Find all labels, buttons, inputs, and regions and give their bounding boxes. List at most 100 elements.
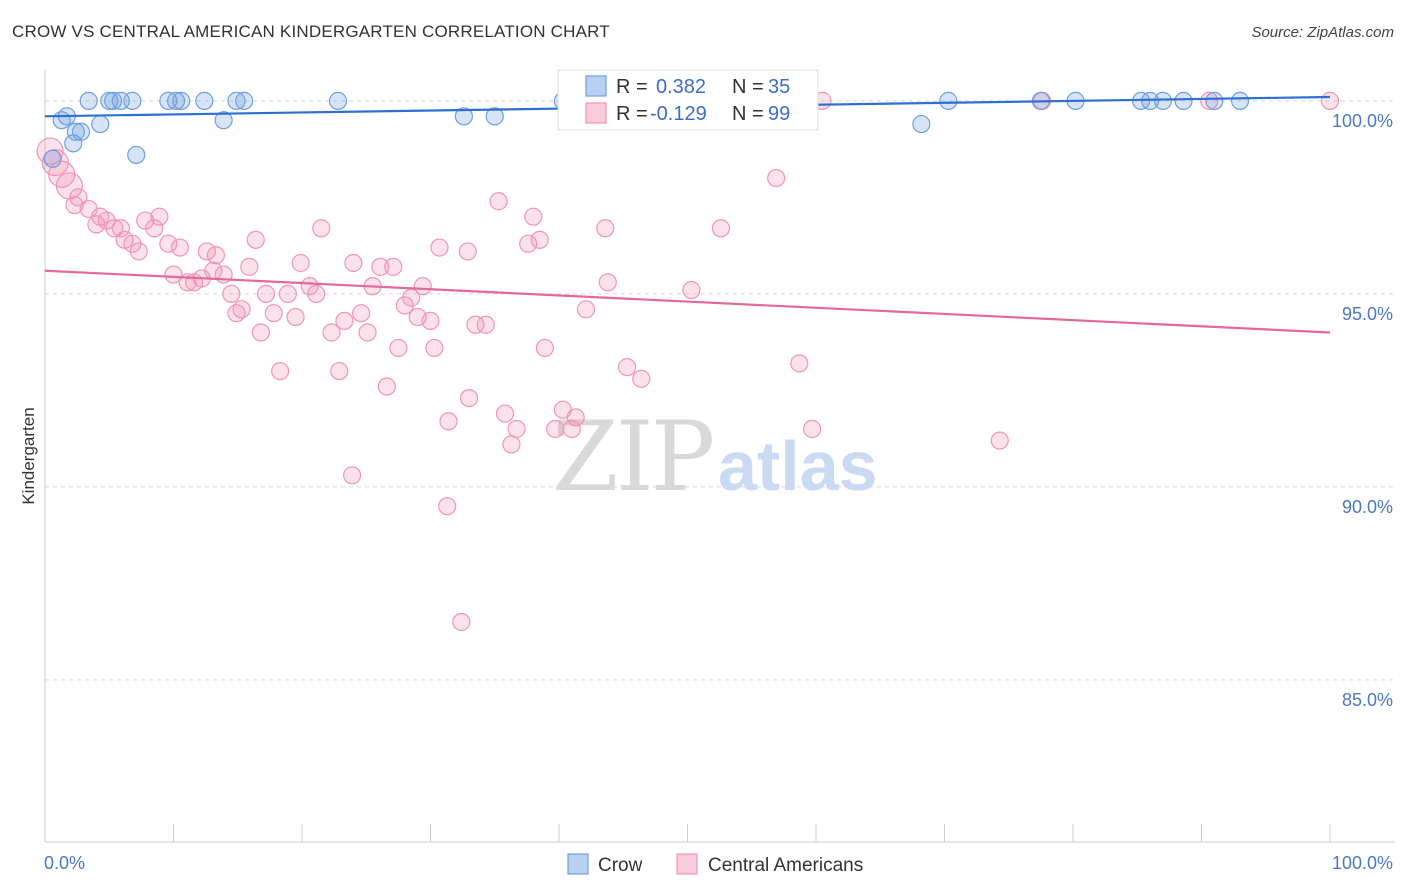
central-american-point (1320, 91, 1340, 110)
central-american-point (524, 207, 543, 226)
central-american-point (358, 323, 377, 342)
central-american-point (632, 369, 651, 388)
legend-r-value: 0.382 (656, 76, 706, 98)
crow-point (123, 91, 142, 110)
points-layer (36, 91, 1340, 632)
central-american-point (790, 354, 809, 373)
central-american-point (286, 307, 305, 327)
crow-point (485, 107, 504, 126)
central-american-point (97, 211, 116, 230)
central-american-point (596, 219, 615, 238)
central-american-point (344, 253, 363, 273)
legend-n-value: 35 (768, 76, 790, 98)
crow-point (71, 122, 91, 141)
central-american-point (111, 219, 130, 238)
central-american-point (206, 246, 226, 265)
y-tick-label: 90.0% (1342, 497, 1393, 517)
central-american-point (618, 358, 637, 377)
central-american-point (439, 412, 458, 431)
crow-point (1205, 91, 1224, 110)
watermark-zip: ZIP (552, 401, 713, 513)
crow-point (195, 91, 214, 110)
chart-title: CROW VS CENTRAL AMERICAN KINDERGARTEN CO… (12, 22, 610, 41)
central-american-point (489, 192, 508, 211)
crow-point (79, 91, 98, 110)
central-american-point (197, 242, 217, 261)
crow-point (104, 91, 123, 110)
crow-point (166, 91, 186, 110)
central-american-point (767, 168, 786, 188)
central-american-point (65, 196, 84, 215)
central-american-point (438, 497, 457, 516)
central-american-point (256, 284, 276, 303)
central-american-point (159, 234, 178, 253)
central-american-point (246, 230, 265, 249)
central-american-point (425, 338, 444, 358)
bottom-legend: Crow Central Americans (567, 853, 863, 876)
central-american-point (566, 408, 585, 427)
central-american-point (430, 238, 449, 257)
legend-r-label: R = (616, 76, 648, 98)
legend-swatch-crow (585, 75, 607, 97)
crow-point (328, 91, 348, 110)
central-american-point (271, 361, 290, 381)
central-american-point (502, 435, 521, 454)
crow-point (172, 91, 191, 110)
y-axis-title: Kindergarten (19, 407, 38, 504)
central-american-point (170, 238, 190, 257)
central-american-point (145, 219, 164, 238)
central-american-point (150, 207, 169, 226)
bottom-legend-swatch-crow (567, 853, 589, 875)
crow-point (127, 145, 146, 165)
top-legend: R = 0.382 N = 35 R = -0.129 N = 99 (557, 69, 819, 131)
central-americans-trend-line (44, 269, 1331, 334)
central-american-point (251, 323, 270, 342)
central-american-point (371, 257, 390, 276)
central-american-point (240, 257, 259, 276)
central-american-point (495, 404, 515, 423)
x-tick-label-min: 0.0% (44, 853, 85, 873)
legend-n-label: N = (732, 76, 764, 98)
central-american-point (990, 431, 1009, 450)
central-american-point (312, 219, 331, 238)
central-american-point (1200, 91, 1219, 110)
central-american-point (562, 419, 581, 439)
y-tick-label: 85.0% (1342, 690, 1393, 710)
central-american-point (389, 338, 408, 358)
central-american-point (291, 253, 310, 273)
central-american-point (413, 277, 432, 296)
crow-point (91, 114, 110, 134)
central-american-point (598, 273, 617, 292)
central-american-point (421, 311, 440, 330)
bottom-legend-label-crow: Crow (598, 855, 643, 876)
central-american-point (466, 315, 485, 334)
central-american-point (458, 242, 477, 261)
central-american-point (682, 280, 701, 300)
central-american-point (711, 219, 731, 238)
central-american-point (803, 419, 822, 439)
bottom-legend-label-central-americans: Central Americans (708, 855, 863, 876)
central-american-point (164, 265, 183, 284)
crow-point (1230, 91, 1250, 110)
central-american-point (264, 304, 283, 323)
central-american-point (452, 612, 471, 632)
crow-point (1153, 91, 1173, 110)
crow-point (43, 149, 62, 168)
central-american-point (343, 466, 362, 485)
central-american-point (222, 284, 241, 303)
axes-layer: 100.0% 95.0% 90.0% 85.0% 0.0% 100.0% (44, 70, 1395, 873)
legend-n-label: N = (732, 103, 764, 125)
central-american-point (335, 311, 354, 330)
y-tick-label: 95.0% (1342, 304, 1393, 324)
legend-r-label: R = (616, 103, 648, 125)
watermark: ZIP atlas (552, 401, 878, 513)
central-american-point (352, 304, 371, 323)
crow-point (214, 111, 233, 130)
bottom-legend-swatch-central-americans (676, 853, 698, 875)
crow-point (912, 114, 931, 134)
central-american-point (307, 284, 326, 303)
central-american-point (384, 257, 403, 276)
central-american-point (330, 361, 349, 381)
crow-point (939, 91, 958, 110)
